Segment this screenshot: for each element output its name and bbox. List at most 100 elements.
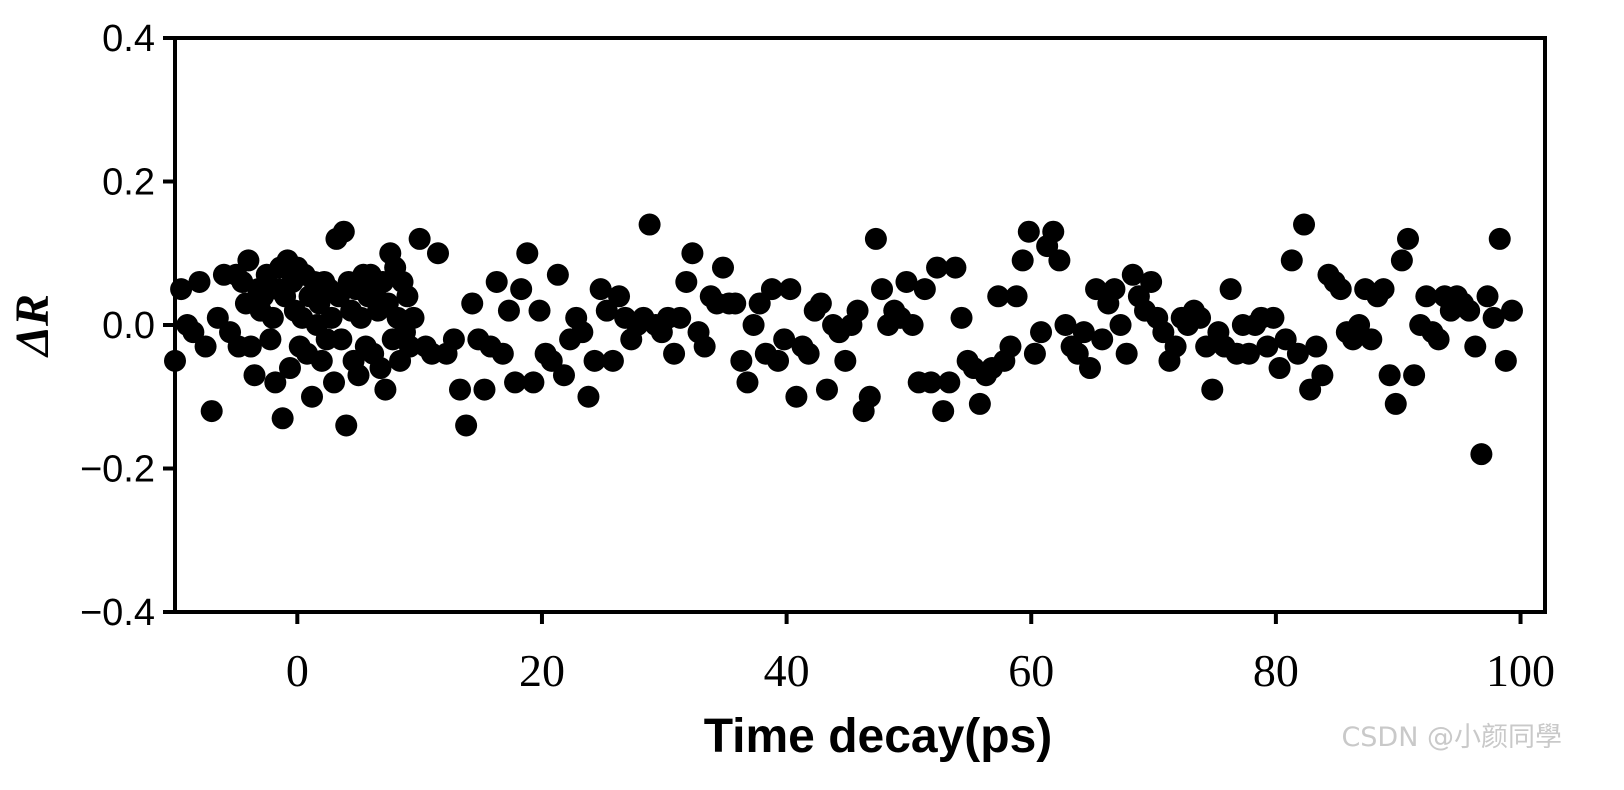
scatter-point — [261, 306, 284, 329]
scatter-point — [1488, 227, 1511, 250]
scatter-point — [1201, 378, 1224, 401]
scatter-point — [449, 378, 472, 401]
scatter-point — [638, 213, 661, 236]
scatter-point — [188, 270, 211, 293]
scatter-point — [200, 400, 223, 423]
scatter-point — [1005, 285, 1028, 308]
scatter-point — [895, 270, 918, 293]
scatter-point — [1237, 342, 1260, 365]
plot-frame — [173, 36, 1547, 614]
scatter-point — [1458, 299, 1481, 322]
y-tick-label: −0.2 — [80, 449, 155, 491]
scatter-point — [779, 278, 802, 301]
scatter-point — [1042, 220, 1065, 243]
scatter-point — [987, 285, 1010, 308]
scatter-point — [552, 364, 575, 387]
watermark: CSDN @小颜同學 — [1341, 722, 1562, 753]
scatter-point — [999, 335, 1022, 358]
scatter-point — [206, 306, 229, 329]
scatter-point — [510, 278, 533, 301]
scatter-point — [1329, 278, 1352, 301]
x-tick-labels: 0 20 40 60 80 100 — [286, 645, 1555, 696]
scatter-point — [797, 342, 820, 365]
scatter-point — [1286, 342, 1309, 365]
scatter-point — [398, 335, 421, 358]
scatter-point — [426, 242, 449, 265]
scatter-point — [522, 371, 545, 394]
y-axis-label: ΔR — [6, 294, 59, 358]
scatter-point — [1115, 342, 1138, 365]
scatter-point — [760, 278, 783, 301]
scatter-point — [408, 227, 431, 250]
scatter-point — [332, 220, 355, 243]
scatter-point — [335, 414, 358, 437]
y-tick-label: 0.2 — [102, 162, 155, 204]
scatter-point — [264, 371, 287, 394]
scatter-point — [1140, 270, 1163, 293]
scatter-point — [374, 378, 397, 401]
scatter-point — [846, 299, 869, 322]
scatter-point — [1299, 378, 1322, 401]
scatter-point — [1403, 364, 1426, 387]
scatter-point — [402, 306, 425, 329]
scatter-point — [1500, 299, 1523, 322]
scatter-point — [601, 349, 624, 372]
scatter-point — [1103, 278, 1126, 301]
scatter-point — [950, 306, 973, 329]
scatter-point — [1274, 328, 1297, 351]
scatter-point — [1268, 357, 1291, 380]
scatter-point — [681, 242, 704, 265]
scatter-point — [504, 371, 527, 394]
scatter-point — [675, 270, 698, 293]
scatter-point — [809, 292, 832, 315]
scatter-point — [932, 400, 955, 423]
scatter-point — [1482, 306, 1505, 329]
y-tick-labels: 0.4 0.2 0.0 −0.2 −0.4 — [80, 18, 155, 634]
scatter-point — [540, 349, 563, 372]
scatter-point — [442, 328, 465, 351]
scatter-point — [1189, 306, 1212, 329]
scatter-point — [1023, 342, 1046, 365]
scatter-point — [455, 414, 478, 437]
scatter-point — [1476, 285, 1499, 308]
scatter-point — [301, 385, 323, 408]
scatter-point — [182, 321, 205, 344]
x-tick-label: 60 — [1008, 645, 1054, 696]
scatter-point — [815, 378, 838, 401]
x-tick-label: 0 — [286, 645, 309, 696]
scatter-point — [323, 371, 346, 394]
scatter-point — [1109, 314, 1132, 336]
x-tick-label: 100 — [1486, 645, 1555, 696]
scatter-point — [712, 256, 734, 279]
y-tick-label: 0.4 — [102, 18, 155, 60]
scatter-point — [1415, 285, 1438, 308]
scatter-point — [1054, 314, 1077, 336]
scatter-point — [1048, 249, 1071, 272]
scatter-point — [938, 371, 961, 394]
scatter-point — [577, 385, 600, 408]
scatter-point — [913, 278, 936, 301]
scatter-point — [546, 263, 569, 286]
scatter-point — [528, 299, 551, 322]
scatter-point — [1305, 335, 1328, 358]
scatter-point — [1360, 328, 1383, 351]
scatter-point — [748, 292, 771, 315]
scatter-point — [1262, 306, 1285, 329]
scatter-point — [1311, 364, 1334, 387]
scatter-point — [693, 335, 716, 358]
scatter-point — [834, 349, 857, 372]
scatter-point — [724, 292, 747, 315]
scatter-point — [1066, 342, 1089, 365]
x-tick-label: 80 — [1253, 645, 1299, 696]
scatter-point — [1348, 314, 1371, 336]
scatter-point — [1464, 335, 1487, 358]
scatter-point — [396, 285, 419, 308]
scatter-point — [1195, 335, 1218, 358]
scatter-point — [461, 292, 484, 315]
scatter-point — [767, 349, 790, 372]
scatter-point — [1011, 249, 1034, 272]
scatter-point — [473, 378, 496, 401]
scatter-point — [871, 278, 894, 301]
x-tick-label: 20 — [519, 645, 565, 696]
